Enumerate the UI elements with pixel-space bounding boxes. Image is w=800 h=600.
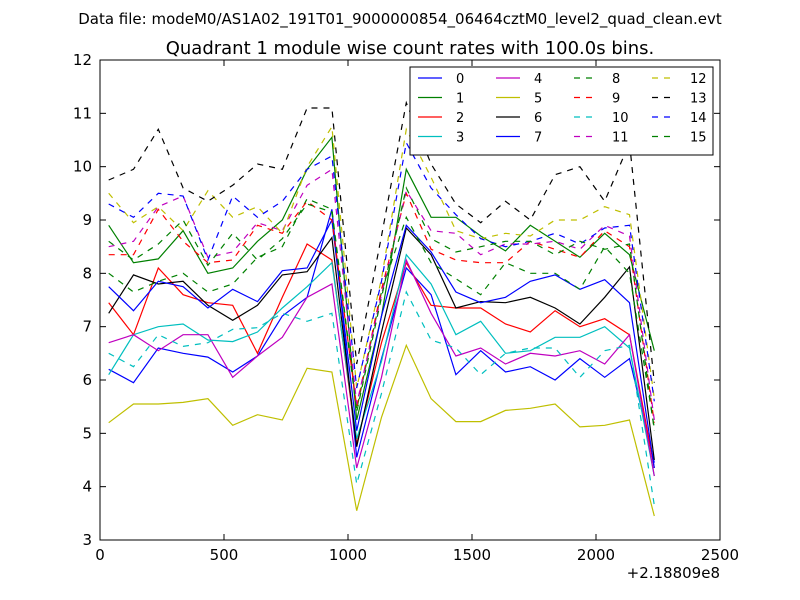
chart-suptitle: Data file: modeM0/AS1A02_191T01_90000008…	[78, 10, 722, 29]
x-tick-label: 1000	[329, 546, 367, 564]
x-tick-label: 2500	[701, 546, 739, 564]
series-line-11	[108, 168, 655, 421]
series-line-14	[108, 140, 655, 402]
legend-label-8: 8	[612, 72, 620, 87]
x-tick-label: 1500	[453, 546, 491, 564]
series-line-13	[108, 100, 655, 383]
x-tick-label: 2000	[577, 546, 615, 564]
legend-label-15: 15	[690, 131, 707, 146]
y-tick-label: 9	[82, 211, 92, 229]
legend-label-1: 1	[456, 92, 464, 107]
x-axis-offset-label: +2.18809e8	[627, 564, 720, 582]
series-line-9	[108, 191, 655, 423]
legend-label-14: 14	[690, 111, 707, 126]
legend-label-13: 13	[690, 92, 707, 107]
series-line-5	[108, 343, 655, 517]
legend-label-5: 5	[534, 92, 542, 107]
y-tick-label: 10	[73, 158, 92, 176]
legend-label-11: 11	[612, 131, 629, 146]
series-line-6	[108, 226, 655, 461]
plot-frame	[99, 59, 721, 541]
y-tick-label: 4	[82, 478, 92, 496]
series-line-2	[108, 243, 655, 469]
y-tick-label: 12	[73, 51, 92, 69]
series-line-7	[108, 217, 655, 469]
y-tick-label: 8	[82, 264, 92, 282]
series-line-12	[108, 124, 655, 399]
y-tick-label: 11	[73, 104, 92, 122]
y-tick-label: 3	[82, 531, 92, 549]
legend-label-3: 3	[456, 131, 464, 146]
legend-label-2: 2	[456, 111, 464, 126]
legend-label-9: 9	[612, 92, 620, 107]
y-tick-label: 5	[82, 424, 92, 442]
series-line-10	[108, 290, 655, 506]
series-line-4	[108, 258, 655, 477]
x-tick-label: 0	[95, 546, 105, 564]
y-tick-label: 7	[82, 318, 92, 336]
series-layer	[108, 100, 655, 517]
legend-box	[409, 66, 714, 156]
x-tick-label: 500	[210, 546, 239, 564]
legend-label-6: 6	[534, 111, 542, 126]
legend-label-4: 4	[534, 72, 542, 87]
legend-label-0: 0	[456, 72, 464, 87]
y-tick-label: 6	[82, 371, 92, 389]
legend-label-12: 12	[690, 72, 707, 87]
legend-label-10: 10	[612, 111, 629, 126]
legend-label-7: 7	[534, 131, 542, 146]
chart-title: Quadrant 1 module wise count rates with …	[166, 38, 655, 59]
series-line-15	[108, 186, 655, 431]
